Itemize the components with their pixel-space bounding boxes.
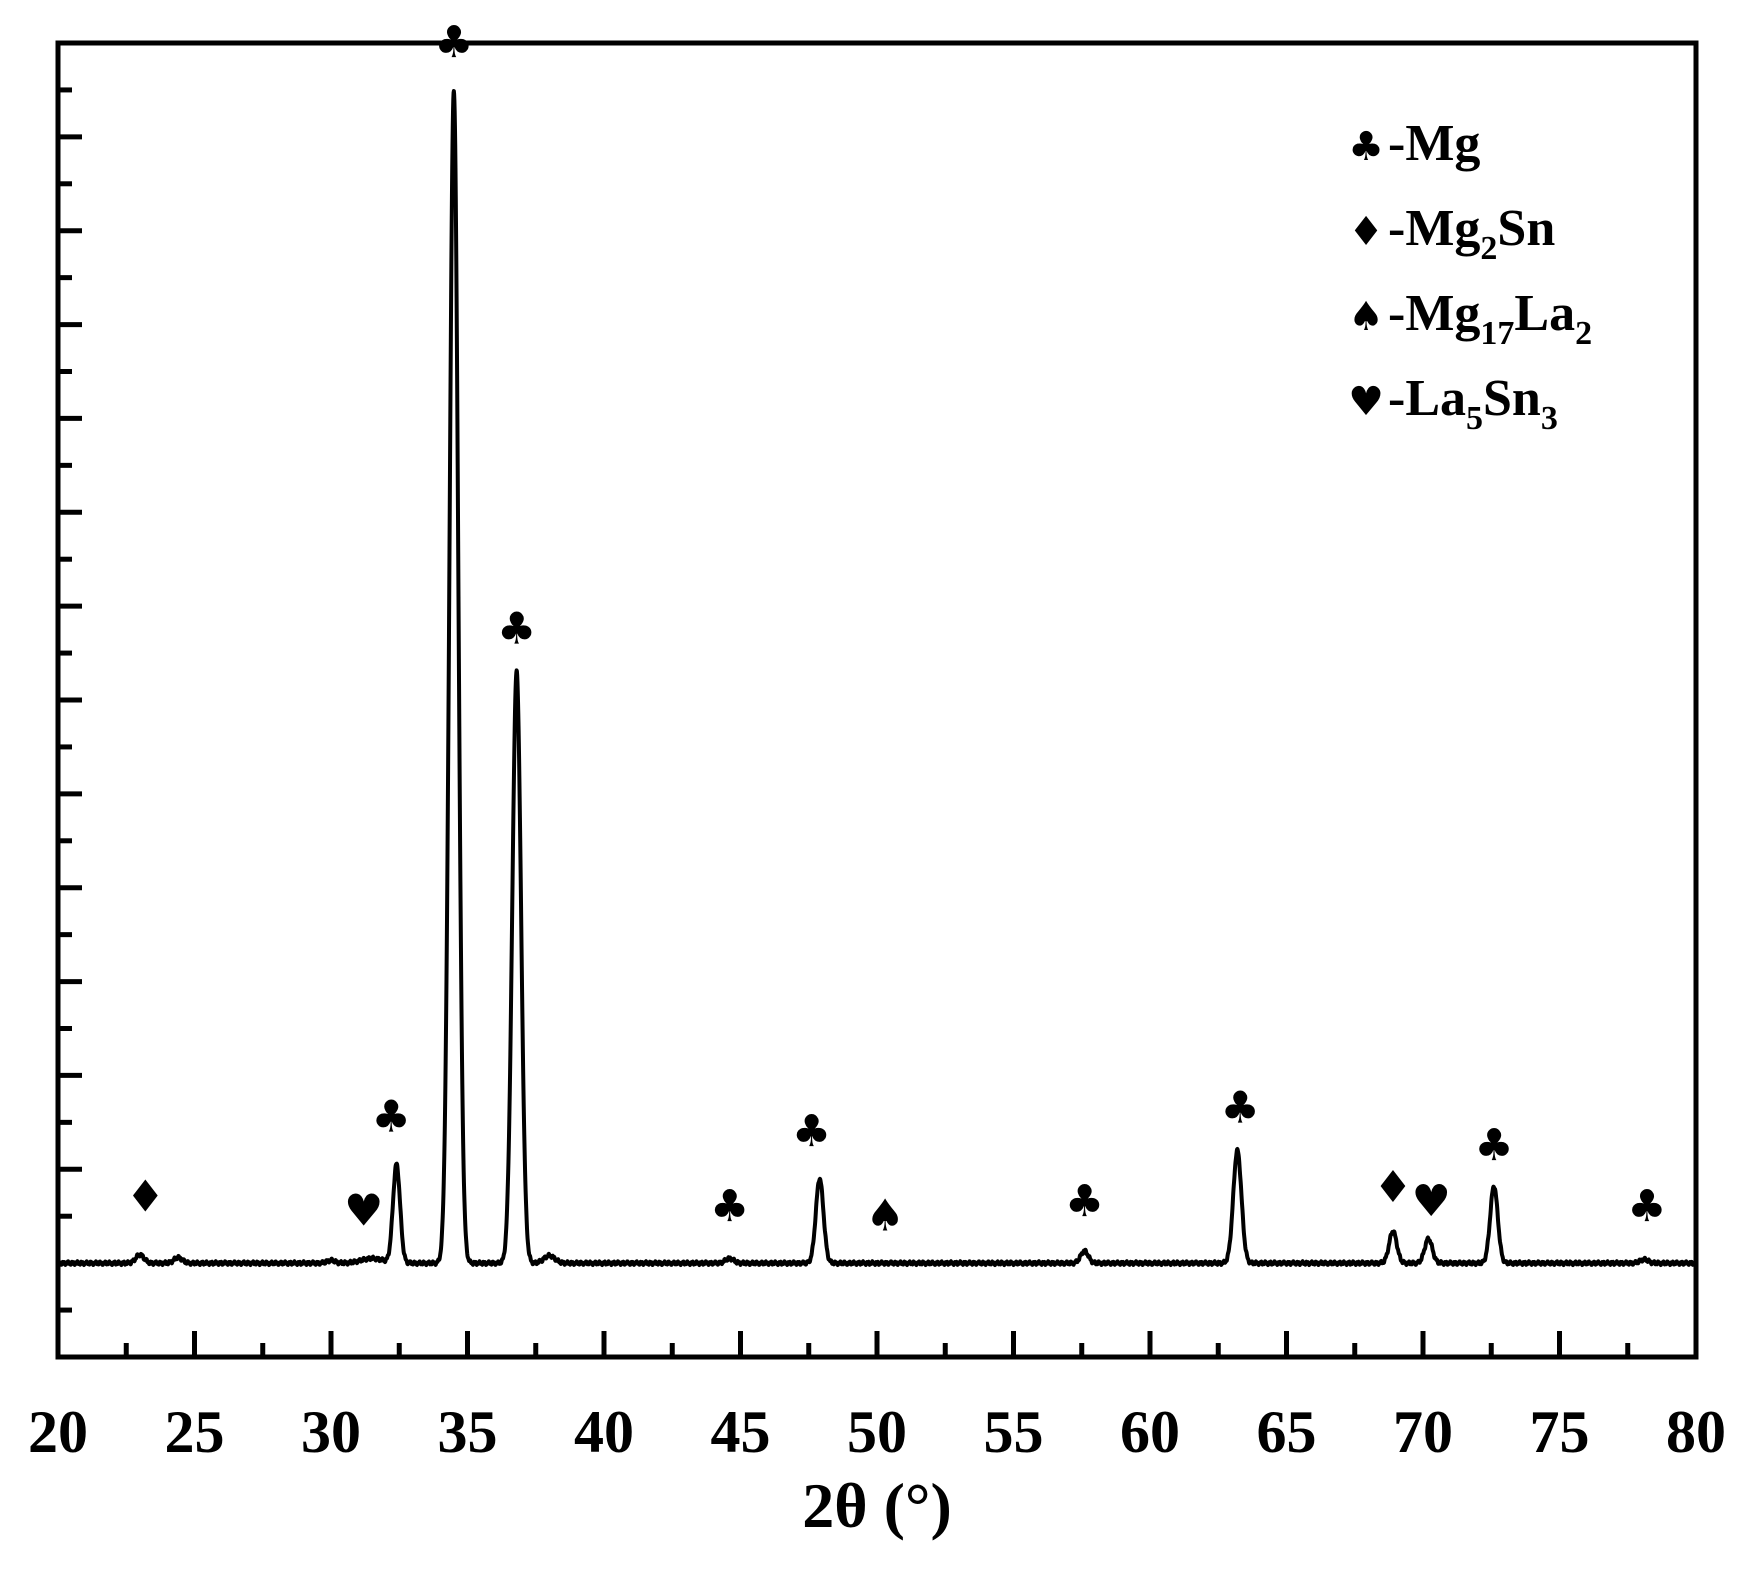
x-tick-label: 75 (1530, 1399, 1590, 1465)
x-tick-label: 40 (574, 1399, 634, 1465)
heart-marker: ♥ (344, 1186, 383, 1237)
legend-label: -La5Sn3 (1388, 370, 1558, 437)
legend: ♣ -Mg♦ -Mg2Sn♠ -Mg17La2♥ -La5Sn3 (1348, 115, 1592, 437)
club-marker-legend-icon: ♣ (1348, 124, 1384, 170)
legend-entry: ♣ -Mg (1348, 115, 1480, 172)
diamond-marker: ♦ (1373, 1162, 1412, 1213)
legend-entry: ♥ -La5Sn3 (1348, 370, 1558, 437)
x-tick-label: 30 (301, 1399, 361, 1465)
club-marker: ♣ (434, 17, 473, 68)
x-tick-label: 20 (28, 1399, 88, 1465)
legend-label: -Mg2Sn (1388, 200, 1555, 267)
x-axis-tick-labels: 20 25 30 35 40 45 50 55 60 65 70 75 80 (28, 1399, 1726, 1465)
x-tick-label: 50 (847, 1399, 907, 1465)
legend-entry: ♠ -Mg17La2 (1348, 285, 1592, 352)
club-marker: ♣ (371, 1092, 410, 1143)
x-tick-label: 60 (1120, 1399, 1180, 1465)
x-tick-label: 45 (711, 1399, 771, 1465)
club-marker: ♣ (1220, 1082, 1259, 1133)
club-marker: ♣ (1474, 1120, 1513, 1171)
y-axis-ticks (58, 87, 82, 1313)
x-tick-label: 25 (165, 1399, 225, 1465)
diamond-marker: ♦ (126, 1172, 165, 1223)
heart-marker: ♥ (1411, 1176, 1450, 1227)
x-tick-label: 35 (438, 1399, 498, 1465)
heart-marker-legend-icon: ♥ (1348, 379, 1384, 425)
club-marker: ♣ (1627, 1181, 1666, 1232)
x-axis-title: 2θ (°) (802, 1470, 952, 1541)
legend-label: -Mg17La2 (1388, 285, 1592, 352)
club-marker: ♣ (792, 1106, 831, 1157)
x-axis-ticks (55, 1331, 1699, 1357)
spade-marker: ♠ (865, 1190, 904, 1241)
x-tick-label: 55 (984, 1399, 1044, 1465)
x-tick-label: 80 (1666, 1399, 1726, 1465)
legend-entry: ♦ -Mg2Sn (1348, 200, 1555, 267)
club-marker: ♣ (497, 604, 536, 655)
legend-label: -Mg (1388, 115, 1480, 172)
diamond-marker-legend-icon: ♦ (1348, 209, 1384, 255)
spade-marker-legend-icon: ♠ (1348, 294, 1384, 340)
phase-markers: ♦ ♥♣♣♣♣♣♠ ♣♣♦♥♣♣ (126, 17, 1667, 1241)
club-marker: ♣ (1065, 1176, 1104, 1227)
x-tick-label: 65 (1257, 1399, 1317, 1465)
club-marker: ♣ (710, 1181, 749, 1232)
x-tick-label: 70 (1393, 1399, 1453, 1465)
xrd-pattern-line (56, 89, 1698, 1268)
